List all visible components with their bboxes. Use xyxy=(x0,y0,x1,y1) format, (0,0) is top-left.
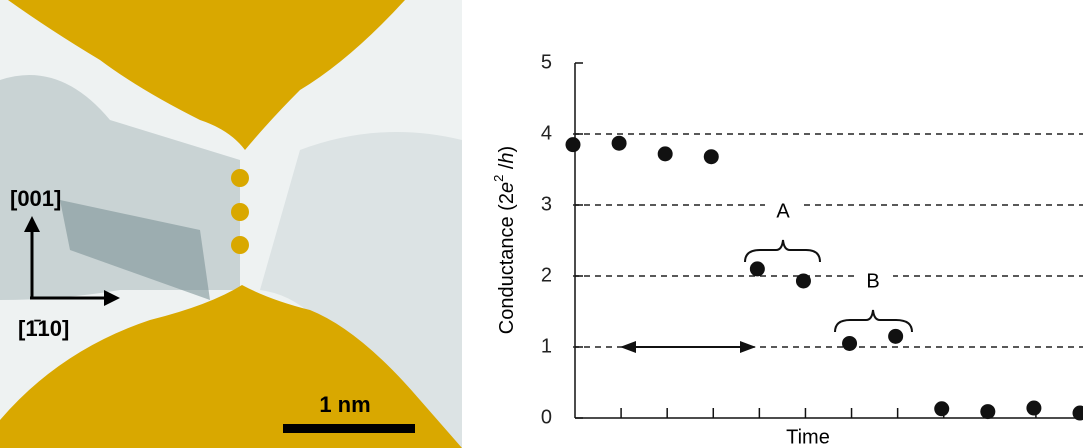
point xyxy=(750,261,765,276)
point xyxy=(566,137,581,152)
point xyxy=(934,401,949,416)
figure: [001] [1̄10] 1 nm 5 4 3 2 1 0 Time Conductanc… xyxy=(0,0,1083,448)
annotation: B xyxy=(866,270,879,292)
brace xyxy=(745,240,820,262)
y-axis-title: Conductance (2e2 /h) xyxy=(491,146,518,334)
point xyxy=(980,404,995,419)
scale-bar xyxy=(283,424,415,433)
y-tick-label: 0 xyxy=(541,406,552,428)
point xyxy=(1026,401,1041,416)
point xyxy=(612,136,627,151)
x-axis-title: Time xyxy=(786,426,830,448)
y-tick-label: 5 xyxy=(541,51,552,73)
annotation: A xyxy=(776,200,790,222)
atom xyxy=(231,236,249,254)
brace xyxy=(835,310,912,332)
point xyxy=(842,336,857,351)
atom xyxy=(231,169,249,187)
y-title-part: h xyxy=(496,152,518,163)
y-title-part: e xyxy=(496,182,518,193)
point xyxy=(658,146,673,161)
atom xyxy=(231,203,249,221)
point xyxy=(704,149,719,164)
y-title-part: 2 xyxy=(491,175,506,182)
y-tick-label: 1 xyxy=(541,335,552,357)
point xyxy=(796,273,811,288)
y-title-part: ) xyxy=(496,146,518,153)
y-title-part: / xyxy=(496,163,518,175)
y-tick-label: 3 xyxy=(541,193,552,215)
y-tick-label: 2 xyxy=(541,264,552,286)
point xyxy=(888,329,903,344)
y-tick-label: 4 xyxy=(541,122,552,144)
direction-label: [001] xyxy=(10,186,61,211)
direction-label: [1̄10] xyxy=(18,316,69,341)
micrograph: [001] [1̄10] 1 nm xyxy=(0,0,462,448)
y-title-part: Conductance (2 xyxy=(496,193,518,334)
scale-label: 1 nm xyxy=(319,392,370,417)
